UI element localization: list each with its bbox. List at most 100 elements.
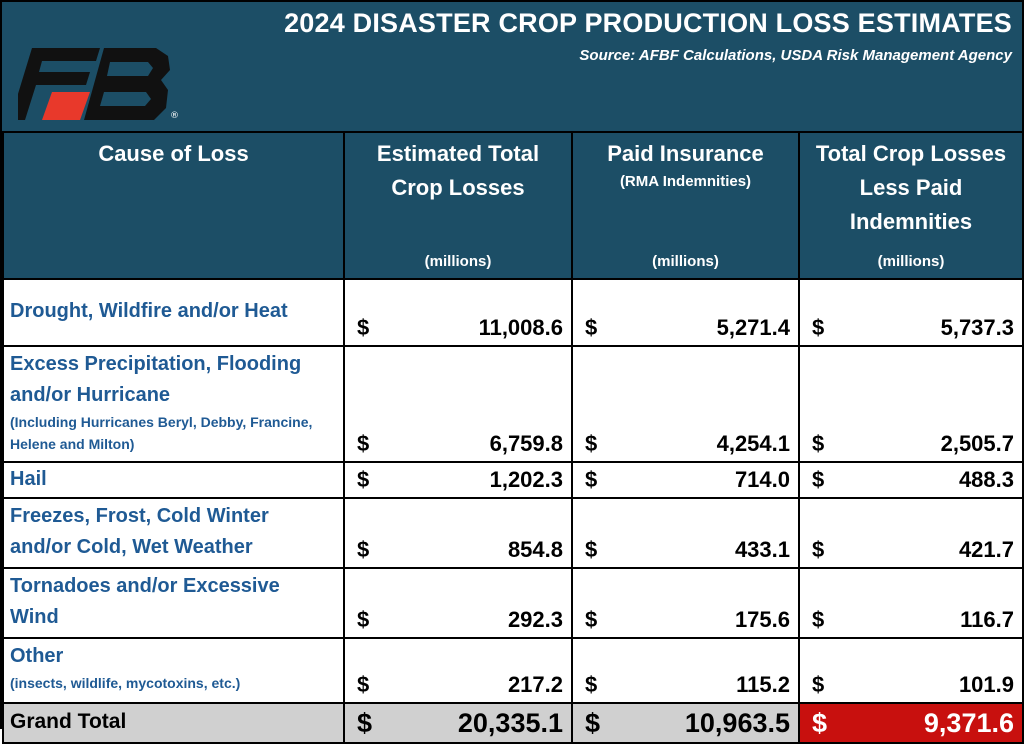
cause-label: Tornadoes and/or Excessive xyxy=(10,575,280,597)
net-cell: $421.7 xyxy=(798,497,1024,569)
currency-symbol: $ xyxy=(357,431,370,456)
cell-value: 1,202.3 xyxy=(489,467,563,492)
currency-symbol: $ xyxy=(357,537,370,562)
cause-cell: Excess Precipitation, Flooding and/or Hu… xyxy=(2,345,345,463)
column-label: Paid Insurance xyxy=(607,141,764,166)
column-label: Cause of Loss xyxy=(98,141,249,166)
total-estimated-cell: $20,335.1 xyxy=(343,702,573,744)
estimated-cell: $217.2 xyxy=(343,637,573,704)
cell-value: 421.7 xyxy=(958,537,1014,562)
currency-symbol: $ xyxy=(357,708,373,738)
table-row: Hail $1,202.3 $714.0 $488.3 xyxy=(2,461,1024,499)
column-header-net: Total Crop Losses Less Paid Indemnities … xyxy=(798,131,1024,280)
estimated-cell: $292.3 xyxy=(343,567,573,639)
column-label: Crop Losses xyxy=(391,175,525,200)
estimated-cell: $1,202.3 xyxy=(343,461,573,499)
cell-value: 11,008.6 xyxy=(478,315,563,340)
cell-value: 6,759.8 xyxy=(489,431,563,456)
paid-cell: $714.0 xyxy=(571,461,800,499)
cause-note: (Including Hurricanes Beryl, Debby, Fran… xyxy=(10,414,313,430)
currency-symbol: $ xyxy=(812,467,825,492)
cell-value: 854.8 xyxy=(507,537,563,562)
table-row: Drought, Wildfire and/or Heat $11,008.6 … xyxy=(2,278,1024,347)
net-cell: $101.9 xyxy=(798,637,1024,704)
currency-symbol: $ xyxy=(812,431,825,456)
currency-symbol: $ xyxy=(357,607,370,632)
column-label: Indemnities xyxy=(849,209,973,234)
column-label: Total Crop Losses xyxy=(815,141,1007,166)
farm-bureau-logo-icon: ® xyxy=(18,48,178,120)
currency-symbol: $ xyxy=(585,467,598,492)
cell-value: 488.3 xyxy=(958,467,1014,492)
cell-value: 292.3 xyxy=(507,607,563,632)
cause-note: Helene and Milton) xyxy=(10,436,135,452)
estimated-cell: $854.8 xyxy=(343,497,573,569)
cell-value: 4,254.1 xyxy=(716,431,790,456)
cell-value: 101.9 xyxy=(958,672,1014,697)
column-header-cause: Cause of Loss xyxy=(2,131,345,280)
column-sublabel: (RMA Indemnities) xyxy=(619,173,752,190)
currency-symbol: $ xyxy=(585,708,601,738)
cell-value: 9,371.6 xyxy=(923,708,1014,738)
grand-total-label: Grand Total xyxy=(10,710,127,733)
cell-value: 5,737.3 xyxy=(940,315,1014,340)
cause-label: Freezes, Frost, Cold Winter xyxy=(10,505,269,527)
column-header-paid: Paid Insurance (RMA Indemnities) (millio… xyxy=(571,131,800,280)
cause-cell: Freezes, Frost, Cold Winter and/or Cold,… xyxy=(2,497,345,569)
currency-symbol: $ xyxy=(585,672,598,697)
cause-cell: Tornadoes and/or Excessive Wind xyxy=(2,567,345,639)
currency-symbol: $ xyxy=(585,537,598,562)
cause-cell: Hail xyxy=(2,461,345,499)
net-cell: $116.7 xyxy=(798,567,1024,639)
cell-value: 5,271.4 xyxy=(716,315,790,340)
currency-symbol: $ xyxy=(357,315,370,340)
net-cell: $2,505.7 xyxy=(798,345,1024,463)
currency-symbol: $ xyxy=(357,467,370,492)
table-header-row: Cause of Loss Estimated Total Crop Losse… xyxy=(2,131,1024,280)
cause-label: Hail xyxy=(10,468,47,490)
table-row: Excess Precipitation, Flooding and/or Hu… xyxy=(2,345,1024,463)
cause-label: Excess Precipitation, Flooding xyxy=(10,353,302,375)
currency-symbol: $ xyxy=(585,315,598,340)
paid-cell: $175.6 xyxy=(571,567,800,639)
estimated-cell: $11,008.6 xyxy=(343,278,573,347)
column-unit: (millions) xyxy=(877,253,945,270)
table-row: Freezes, Frost, Cold Winter and/or Cold,… xyxy=(2,497,1024,569)
cause-label: Drought, Wildfire and/or Heat xyxy=(10,300,288,322)
net-cell: $488.3 xyxy=(798,461,1024,499)
paid-cell: $433.1 xyxy=(571,497,800,569)
paid-cell: $4,254.1 xyxy=(571,345,800,463)
cell-value: 2,505.7 xyxy=(940,431,1014,456)
cause-note: (insects, wildlife, mycotoxins, etc.) xyxy=(10,675,241,691)
source-note: Source: AFBF Calculations, USDA Risk Man… xyxy=(579,47,1012,64)
estimated-cell: $6,759.8 xyxy=(343,345,573,463)
currency-symbol: $ xyxy=(812,537,825,562)
currency-symbol: $ xyxy=(812,672,825,697)
cause-label: Other xyxy=(10,645,64,667)
loss-table: Cause of Loss Estimated Total Crop Losse… xyxy=(2,131,1024,744)
currency-symbol: $ xyxy=(585,607,598,632)
cell-value: 116.7 xyxy=(960,607,1014,632)
registered-mark: ® xyxy=(170,111,178,120)
cell-value: 10,963.5 xyxy=(684,708,790,738)
header-banner: ® 2024 DISASTER CROP PRODUCTION LOSS EST… xyxy=(2,2,1022,131)
cell-value: 217.2 xyxy=(507,672,563,697)
column-unit: (millions) xyxy=(424,253,492,270)
currency-symbol: $ xyxy=(812,708,828,738)
currency-symbol: $ xyxy=(357,672,370,697)
cause-cell: Drought, Wildfire and/or Heat xyxy=(2,278,345,347)
currency-symbol: $ xyxy=(585,431,598,456)
total-paid-cell: $10,963.5 xyxy=(571,702,800,744)
column-label: Less Paid xyxy=(859,175,963,200)
cell-value: 175.6 xyxy=(734,607,790,632)
net-cell: $5,737.3 xyxy=(798,278,1024,347)
cause-label: and/or Hurricane xyxy=(10,384,171,406)
currency-symbol: $ xyxy=(812,607,825,632)
grand-total-label-cell: Grand Total xyxy=(2,702,345,744)
grand-total-row: Grand Total $20,335.1 $10,963.5 $9,371.6 xyxy=(2,702,1024,744)
table-row: Other (insects, wildlife, mycotoxins, et… xyxy=(2,637,1024,704)
cause-cell: Other (insects, wildlife, mycotoxins, et… xyxy=(2,637,345,704)
column-label: Estimated Total xyxy=(376,141,540,166)
cause-label: Wind xyxy=(10,606,59,628)
